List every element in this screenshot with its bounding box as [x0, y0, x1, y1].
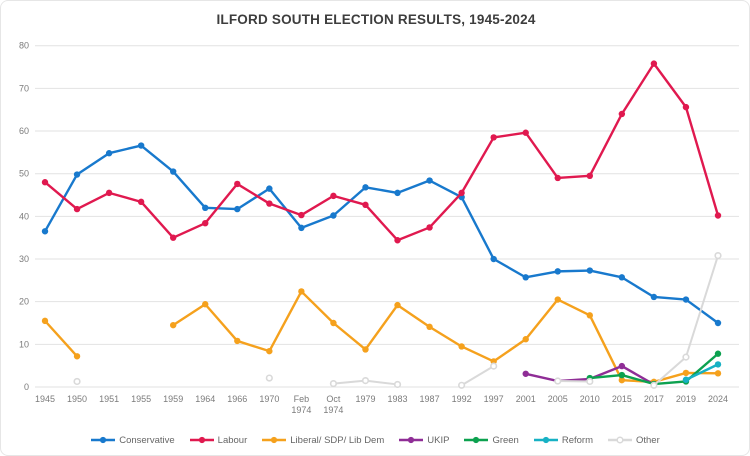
series-labour	[41, 60, 722, 244]
svg-text:1979: 1979	[355, 394, 375, 404]
legend-swatch-other-icon	[608, 436, 632, 444]
svg-text:1987: 1987	[420, 394, 440, 404]
svg-text:1970: 1970	[259, 394, 279, 404]
svg-text:2001: 2001	[516, 394, 536, 404]
series-conservative	[41, 142, 722, 327]
svg-text:2015: 2015	[612, 394, 632, 404]
svg-text:10: 10	[19, 339, 29, 349]
legend-swatch-green-icon	[464, 436, 489, 444]
svg-text:60: 60	[19, 126, 29, 136]
svg-text:1983: 1983	[388, 394, 408, 404]
svg-text:30: 30	[19, 254, 29, 264]
legend-item-liberal-sdp-lib-dem: Liberal/ SDP/ Lib Dem	[261, 435, 384, 446]
svg-text:1950: 1950	[67, 394, 87, 404]
series-lines	[41, 60, 722, 389]
legend-label: Reform	[561, 434, 593, 446]
svg-text:2017: 2017	[644, 394, 664, 404]
legend-swatch-reform-icon	[533, 436, 558, 444]
svg-text:70: 70	[19, 83, 29, 93]
legend-label: Green	[492, 434, 519, 446]
x-axis-labels: 1945 1950 1951 1955 1959 1964 1966 1970 Feb 1974 O…	[35, 394, 728, 415]
legend-item-other: Other	[607, 435, 660, 446]
legend-item-ukip: UKIP	[398, 435, 449, 446]
legend-item-conservative: Conservative	[90, 434, 175, 446]
svg-text:50: 50	[19, 169, 29, 179]
svg-text:1951: 1951	[99, 394, 119, 404]
svg-text:1997: 1997	[484, 394, 504, 404]
svg-text:1955: 1955	[131, 394, 151, 404]
legend-swatch-ukip-icon	[399, 436, 424, 444]
svg-text:0: 0	[24, 382, 29, 392]
svg-text:2010: 2010	[580, 394, 600, 404]
svg-text:1945: 1945	[35, 394, 55, 404]
legend-label: Labour	[217, 434, 248, 446]
svg-text:2019: 2019	[676, 394, 696, 404]
legend-item-green: Green	[463, 434, 519, 446]
series-reform	[682, 361, 722, 383]
svg-text:1959: 1959	[163, 394, 183, 404]
legend-swatch-conservative-icon	[91, 436, 116, 444]
legend-item-reform: Reform	[533, 435, 593, 446]
svg-text:1964: 1964	[195, 394, 215, 404]
svg-text:40: 40	[19, 211, 29, 221]
legend: Conservative Labour Liberal/ SDP/ Lib Dem U…	[1, 430, 749, 450]
svg-text:2024: 2024	[708, 394, 728, 404]
legend-item-labour: Labour	[189, 434, 248, 446]
series-other	[73, 251, 722, 389]
legend-label: Other	[636, 434, 660, 446]
svg-text:1966: 1966	[227, 394, 247, 404]
legend-swatch-labour-icon	[189, 436, 214, 444]
svg-text:2005: 2005	[548, 394, 568, 404]
gridlines	[35, 45, 739, 388]
legend-label: Liberal/ SDP/ Lib Dem	[290, 434, 385, 446]
series-liberal-sdp-lib-dem	[41, 288, 722, 386]
svg-text:80: 80	[19, 41, 29, 51]
svg-text:20: 20	[19, 297, 29, 307]
y-axis-labels: 0 10 20 30 40 50 60 70 80	[19, 41, 29, 392]
legend-swatch-liberal-sdp-lib-dem-icon	[262, 436, 287, 444]
chart-title: ILFORD SOUTH ELECTION RESULTS, 1945-2024	[216, 12, 535, 27]
legend-label: UKIP	[427, 434, 450, 446]
legend-label: Conservative	[119, 434, 175, 446]
svg-text:1992: 1992	[452, 394, 472, 404]
